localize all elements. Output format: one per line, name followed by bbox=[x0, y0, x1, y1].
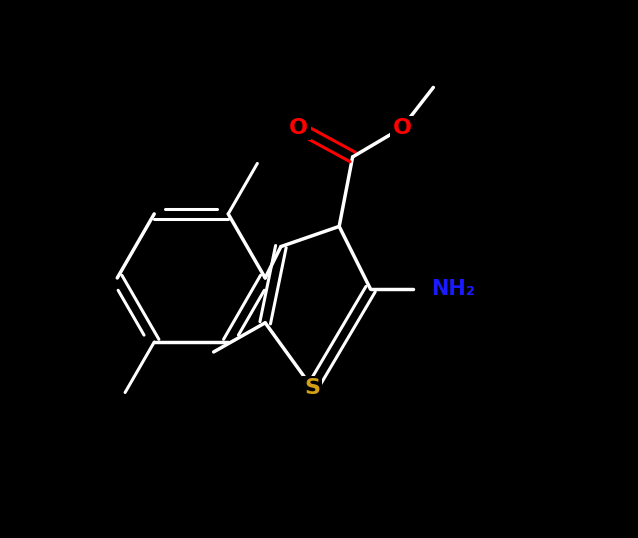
Text: NH₂: NH₂ bbox=[431, 279, 475, 299]
Text: S: S bbox=[304, 378, 320, 398]
Text: O: O bbox=[289, 118, 308, 138]
Text: O: O bbox=[392, 118, 412, 138]
